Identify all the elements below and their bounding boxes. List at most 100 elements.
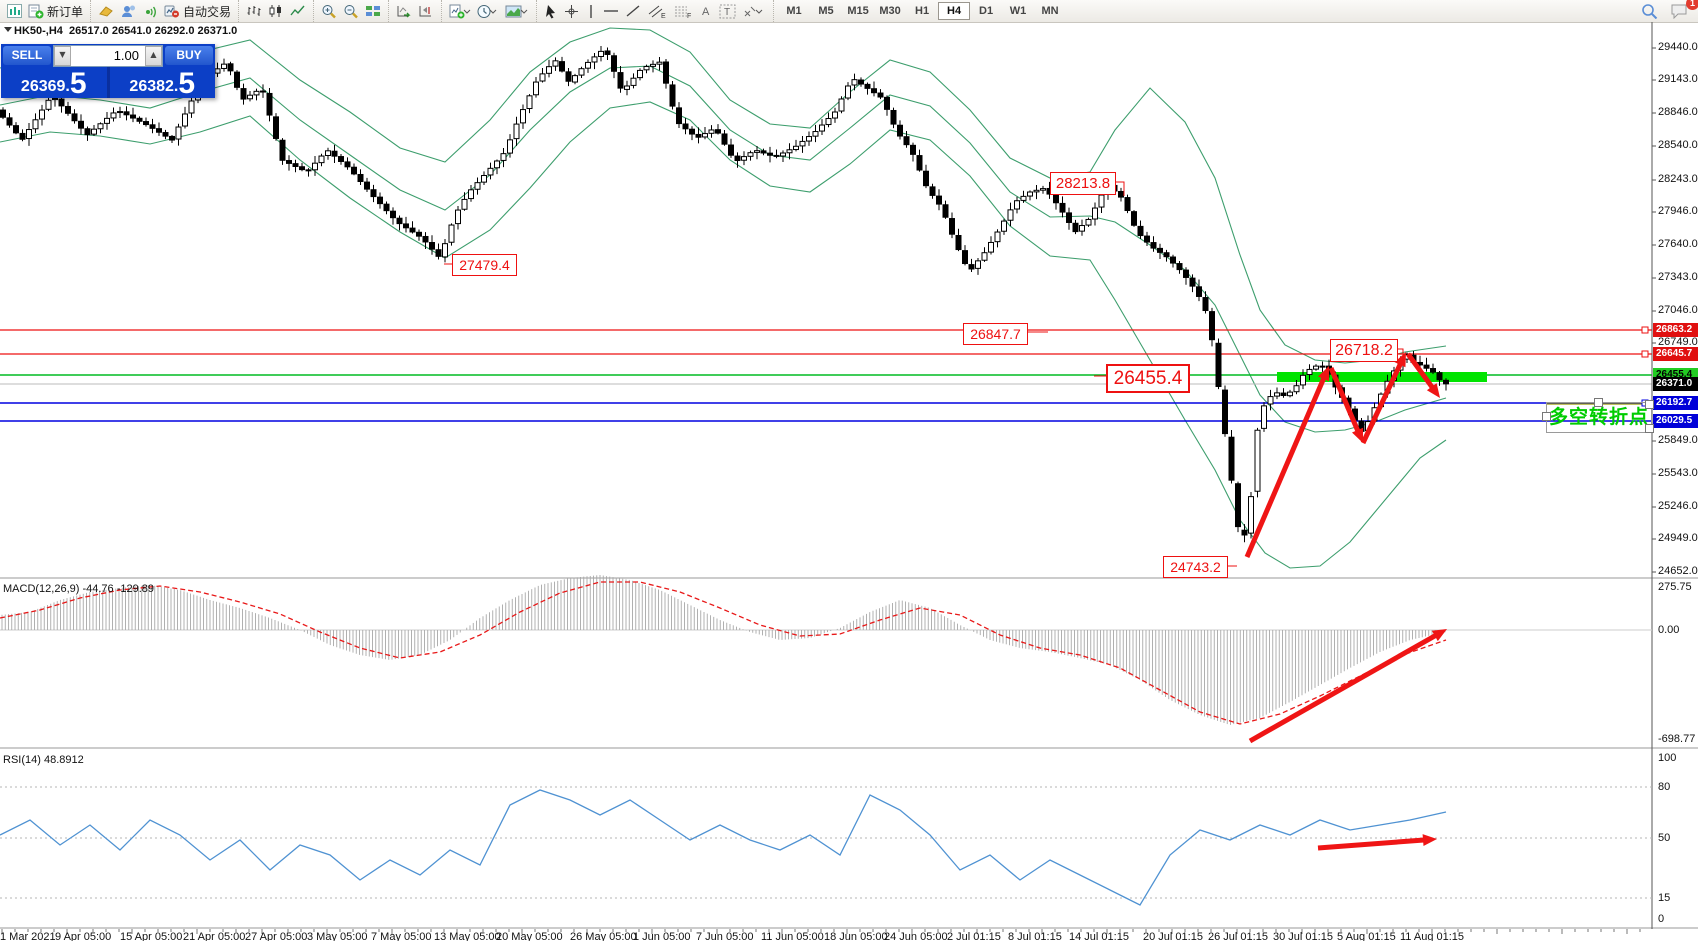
oneclick-collapse-triangle[interactable] [4,27,12,32]
trend-arrow-1[interactable] [1328,367,1363,437]
candle-body [65,105,71,114]
new-order-button[interactable]: 新订单 [25,1,86,21]
zoom-in-icon[interactable] [318,1,340,21]
price-axis-tick: 24652.0 [1658,565,1698,577]
rsi-arrow-0[interactable] [1317,837,1430,851]
candle-body [494,160,500,169]
svg-text:T: T [724,7,730,18]
vertical-line-icon[interactable] [582,1,600,21]
chart-shift-icon[interactable] [415,1,437,21]
volume-increase-button[interactable]: ▲ [145,45,162,66]
trend-arrow-0[interactable] [1244,372,1329,558]
timeframe-button-m15[interactable]: M15 [847,5,869,17]
trend-arrow-3[interactable] [1405,352,1438,394]
time-axis-label: 20 Jul 01:15 [1143,931,1203,941]
candle-body [1163,252,1170,258]
candle-body [682,123,689,130]
candle-body [624,85,630,90]
price-axis-tick: 28846.0 [1658,106,1698,118]
selection-handle[interactable] [1542,412,1551,421]
periods-icon[interactable] [474,1,502,21]
search-icon[interactable] [1638,1,1661,21]
chart-window-icon[interactable] [4,1,25,21]
candle-body [656,61,663,65]
equidistant-channel-icon[interactable]: E [644,1,670,21]
candle-body [1209,311,1215,341]
toolbar-group-charttype [238,0,313,22]
styler-icon[interactable] [95,1,117,21]
candle-body [864,83,871,89]
sell-button[interactable]: SELL [3,46,51,65]
timeframe-button-m5[interactable]: M5 [818,5,834,17]
timeframe-button-m30[interactable]: M30 [879,5,901,17]
line-chart-icon[interactable] [287,1,309,21]
candle-body [910,144,916,155]
macd-arrow-0[interactable] [1248,630,1442,744]
candle-body [929,186,936,196]
tile-windows-icon[interactable] [362,1,384,21]
zoom-out-icon[interactable] [340,1,362,21]
candle-body [747,152,754,157]
timeframe-button-mn[interactable]: MN [1041,5,1059,17]
timeframe-button-h1[interactable]: H1 [915,5,930,17]
timeframe-button-d1[interactable]: D1 [979,5,994,17]
price-annotation-26455.4[interactable]: 26455.4 [1106,364,1190,393]
candle-body [1293,385,1300,393]
price-annotation-26847.7[interactable]: 26847.7 [963,323,1028,345]
bar-chart-icon[interactable] [243,1,265,21]
timeframe-button-w1[interactable]: W1 [1009,5,1027,17]
selection-handle[interactable] [1594,398,1603,407]
candle-body [786,149,793,154]
timeframe-button-m1[interactable]: M1 [786,5,802,17]
text-icon[interactable]: A [696,1,716,21]
volume-input[interactable]: 1.00 [113,48,139,63]
notification-badge: 1 [1686,0,1698,10]
timeframe-button-h4[interactable]: H4 [938,2,971,20]
buy-price[interactable]: 26382. 5 [129,67,196,100]
macd-signal-line [0,581,1447,725]
horizontal-line-icon[interactable] [600,1,622,21]
price-annotation-28213.8[interactable]: 28213.8 [1050,172,1116,195]
price-tag-26192.7: 26192.7 [1653,396,1698,410]
indicators-add-icon[interactable] [446,1,474,21]
community-icon[interactable] [117,1,139,21]
trendline-icon[interactable] [622,1,644,21]
thick-green-zone-bar[interactable] [1277,372,1487,382]
price-annotation-24743.2[interactable]: 24743.2 [1163,556,1228,578]
price-annotation-27479.4[interactable]: 27479.4 [452,254,517,276]
candle-body [806,136,812,142]
candle-body [994,231,1001,243]
buy-button[interactable]: BUY [165,46,213,65]
sell-price[interactable]: 26369. 5 [20,67,87,100]
candle-body [461,198,468,210]
text-label-icon[interactable]: T [716,1,739,21]
fibonacci-icon[interactable]: F [670,1,696,21]
candle-body [357,173,364,183]
chat-icon[interactable]: 1 [1667,0,1698,21]
time-axis-label: 5 Aug 01:15 [1337,931,1396,941]
candle-body [845,85,851,99]
arrows-objects-icon[interactable] [739,1,769,21]
autotrading-button[interactable]: 自动交易 [161,1,234,21]
signals-icon[interactable] [139,1,161,21]
volume-decrease-button[interactable]: ▼ [54,45,71,66]
candle-body [19,132,26,140]
time-axis-label: 24 Jun 05:00 [884,931,948,941]
templates-icon[interactable] [502,1,532,21]
candle-body [903,136,910,146]
candle-body [370,189,377,198]
price-annotation-26718.2[interactable]: 26718.2 [1330,339,1398,362]
line-handle[interactable] [1641,350,1649,358]
macd-scale-label: 275.75 [1658,581,1692,593]
cursor-icon[interactable] [541,1,561,21]
selection-handle[interactable] [1645,400,1654,409]
crosshair-icon[interactable] [561,1,582,21]
candle-body [1196,286,1202,297]
line-handle[interactable] [1641,326,1649,334]
trend-arrow-2[interactable] [1360,358,1405,445]
candlestick-chart-icon[interactable] [265,1,287,21]
auto-scroll-icon[interactable] [393,1,415,21]
candle-body [468,189,474,200]
selection-handle[interactable] [1645,424,1654,433]
